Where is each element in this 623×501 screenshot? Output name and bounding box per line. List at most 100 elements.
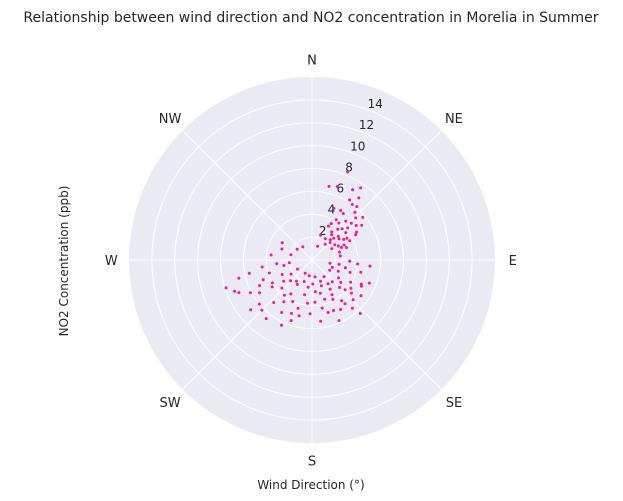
data-point [303, 293, 307, 297]
data-point [316, 244, 320, 248]
data-point [296, 267, 299, 271]
data-point [311, 282, 315, 286]
data-point [358, 312, 362, 315]
data-point [282, 300, 286, 304]
data-point [340, 246, 343, 249]
data-point [338, 286, 341, 289]
data-point [344, 246, 348, 249]
direction-label-n: N [307, 53, 317, 68]
data-point [280, 247, 284, 251]
data-point [258, 291, 262, 295]
data-point [302, 280, 306, 283]
data-point [272, 301, 276, 304]
data-point [348, 270, 352, 274]
data-point [338, 254, 342, 258]
direction-label-e: E [509, 254, 517, 269]
data-point [261, 278, 265, 282]
data-point [351, 188, 355, 192]
data-point [287, 261, 291, 265]
chart-title: Relationship between wind direction and … [23, 10, 598, 26]
data-point [356, 262, 360, 266]
data-point [289, 319, 293, 323]
data-point [295, 247, 299, 251]
direction-label-s: S [308, 455, 316, 470]
data-point [247, 271, 251, 275]
data-point [332, 236, 336, 240]
r-tick-label: 8 [345, 160, 353, 174]
data-point [330, 233, 334, 237]
data-point [360, 284, 363, 288]
direction-label-sw: SW [160, 396, 181, 411]
direction-label-w: W [105, 254, 118, 269]
data-point [354, 233, 358, 237]
data-point [346, 226, 350, 230]
data-point [331, 297, 335, 301]
data-point [337, 319, 341, 323]
data-point [334, 218, 338, 222]
data-point [270, 281, 274, 285]
data-point [368, 264, 372, 268]
data-point [249, 308, 253, 312]
x-axis-label: Wind Direction (°) [257, 478, 364, 492]
data-point [237, 291, 241, 295]
data-point [348, 239, 352, 243]
data-point [258, 284, 262, 288]
data-point [355, 230, 359, 234]
data-point [269, 253, 273, 257]
data-point [289, 272, 293, 276]
polar-axes [129, 77, 495, 443]
data-point [313, 300, 317, 304]
data-point [344, 231, 348, 235]
data-point [336, 244, 340, 248]
r-tick-label: 6 [336, 182, 344, 196]
data-point [280, 323, 283, 327]
data-point [328, 287, 332, 291]
data-point [357, 196, 361, 200]
data-point [280, 273, 284, 276]
data-point [224, 286, 228, 290]
data-point [306, 285, 310, 289]
data-point [335, 185, 339, 188]
angular-gridline [182, 130, 313, 261]
data-point [337, 276, 340, 280]
data-point [295, 279, 298, 283]
data-point [328, 268, 332, 272]
data-point [350, 203, 354, 206]
data-point [349, 291, 353, 295]
data-point [264, 317, 268, 321]
data-point [330, 265, 334, 269]
data-point [233, 289, 237, 293]
direction-labels: N NE E SE S SW W NW [105, 53, 517, 469]
data-point [336, 269, 340, 273]
data-point [343, 302, 347, 306]
data-point [330, 247, 334, 251]
data-point [313, 290, 317, 294]
data-point [359, 294, 363, 298]
data-point [289, 279, 293, 283]
data-point [328, 238, 332, 242]
data-point [329, 222, 333, 226]
data-point [323, 297, 327, 301]
r-tick-label: 4 [328, 203, 336, 217]
data-point [289, 253, 293, 257]
data-point [333, 243, 337, 247]
direction-label-se: SE [446, 396, 462, 411]
data-point [330, 230, 334, 234]
data-point [280, 311, 284, 314]
data-point [349, 221, 353, 225]
data-point [336, 234, 340, 238]
data-point [282, 264, 286, 267]
data-point [354, 216, 358, 220]
data-point [337, 262, 341, 266]
direction-label-ne: NE [445, 112, 463, 127]
data-point [367, 281, 371, 285]
data-point [332, 309, 335, 312]
data-point [339, 308, 343, 311]
data-point [355, 205, 359, 209]
data-point [351, 298, 355, 302]
data-point [290, 311, 293, 315]
data-point [297, 314, 301, 318]
data-point [327, 224, 330, 228]
